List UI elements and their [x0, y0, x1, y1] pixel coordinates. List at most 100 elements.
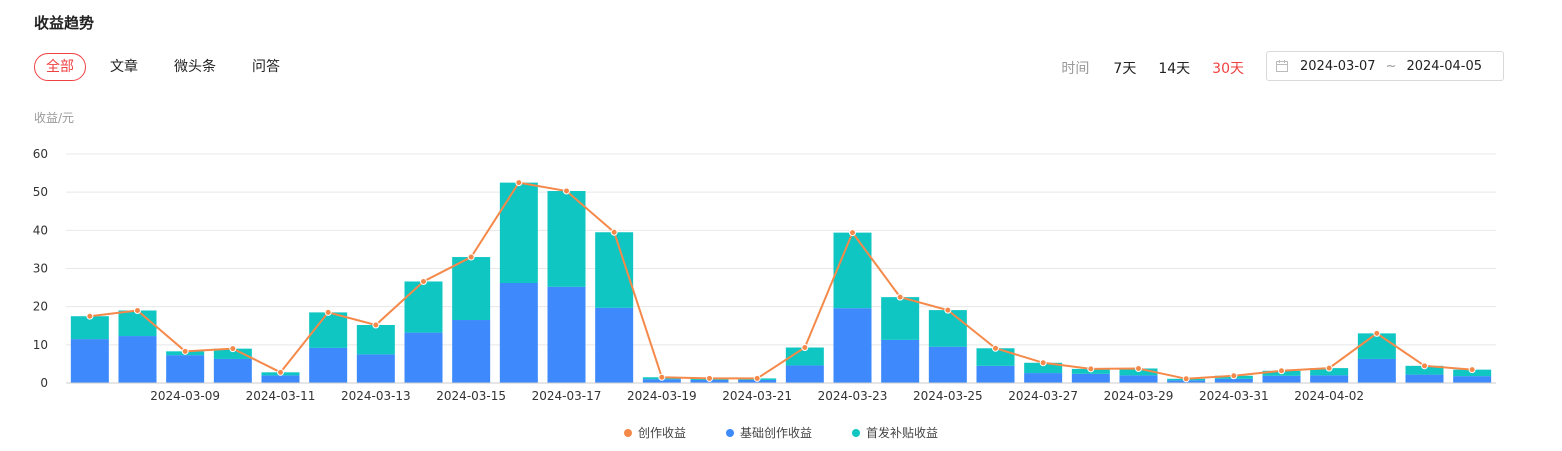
line-point-total-revenue	[515, 179, 523, 187]
date-start[interactable]: 2024-03-07	[1300, 58, 1376, 74]
bar-first-publish-bonus	[452, 257, 491, 321]
bar-first-publish-bonus	[1357, 333, 1396, 359]
revenue-trend-chart: 收益/元 0 10 20 30 40 50 60 2024-03-09 2024-03-11 202…	[33, 111, 1496, 403]
line-point-total-revenue	[992, 344, 999, 352]
line-point-total-revenue	[1468, 366, 1476, 374]
bar-first-publish-bonus	[547, 191, 586, 287]
bar-first-publish-bonus	[833, 232, 872, 309]
legend-dot-bonus	[852, 428, 860, 437]
bar-base-revenue	[499, 283, 538, 383]
content-type-tabs: 全部 文章 微头条 问答	[34, 53, 316, 81]
time-range-selector: 时间 7天 14天 30天	[1061, 58, 1244, 78]
x-tick-label: 2024-03-21	[722, 389, 792, 403]
x-tick-label: 2024-03-09	[150, 389, 220, 403]
bar-first-publish-bonus	[785, 347, 824, 366]
bar-first-publish-bonus	[356, 324, 395, 355]
line-point-total-revenue	[1135, 364, 1142, 372]
y-tick-label: 20	[33, 300, 48, 314]
range-30-days[interactable]: 30天	[1212, 61, 1244, 77]
date-separator: ~	[1385, 58, 1397, 74]
y-tick-label: 60	[33, 147, 48, 161]
line-point-total-revenue	[1421, 362, 1428, 370]
bar-base-revenue	[642, 379, 681, 383]
y-axis-label: 收益/元	[34, 111, 74, 125]
bar-base-revenue	[547, 286, 586, 383]
line-point-total-revenue	[1087, 365, 1095, 373]
y-tick-label: 10	[33, 338, 48, 352]
line-point-total-revenue	[229, 345, 237, 353]
bar-base-revenue	[1262, 375, 1301, 383]
y-tick-label: 50	[33, 185, 48, 199]
line-point-total-revenue	[801, 344, 809, 352]
bar-first-publish-bonus	[1310, 368, 1349, 376]
date-end[interactable]: 2024-04-05	[1406, 58, 1483, 74]
bar-base-revenue	[1214, 378, 1253, 383]
bar-base-revenue	[928, 346, 967, 383]
bar-base-revenue	[404, 332, 443, 383]
date-range-picker[interactable]: 2024-03-07 ~ 2024-04-05	[1266, 51, 1504, 81]
line-point-total-revenue	[753, 374, 761, 382]
line-point-total-revenue	[563, 187, 570, 195]
line-point-total-revenue	[134, 306, 141, 314]
bar-base-revenue	[976, 365, 1015, 383]
legend-label-total: 创作收益	[637, 426, 686, 440]
tab-articles[interactable]: 文章	[110, 59, 138, 75]
line-point-total-revenue	[181, 347, 189, 355]
line-point-total-revenue	[1230, 372, 1238, 380]
bar-first-publish-bonus	[928, 310, 967, 347]
line-point-total-revenue	[277, 368, 284, 376]
bar-first-publish-bonus	[976, 348, 1015, 366]
x-tick-label: 2024-03-19	[627, 389, 697, 403]
x-tick-label: 2024-03-23	[818, 389, 888, 403]
bar-first-publish-bonus	[881, 297, 920, 340]
legend-item-bonus[interactable]: 首发补贴收益	[852, 424, 938, 441]
legend-item-total[interactable]: 创作收益	[623, 424, 686, 441]
line-point-total-revenue	[706, 374, 713, 382]
line-point-total-revenue	[944, 306, 952, 314]
x-tick-label: 2024-03-15	[436, 389, 506, 403]
line-point-total-revenue	[372, 321, 380, 329]
bar-base-revenue	[785, 365, 824, 383]
legend-label-bonus: 首发补贴收益	[866, 426, 939, 440]
bar-first-publish-bonus	[1024, 362, 1063, 374]
bar-base-revenue	[213, 358, 252, 383]
bar-base-revenue	[1357, 358, 1396, 383]
x-tick-label: 2024-03-17	[532, 389, 602, 403]
time-label: 时间	[1061, 61, 1090, 77]
x-tick-label: 2024-03-11	[246, 389, 316, 403]
legend-item-base[interactable]: 基础创作收益	[725, 424, 812, 441]
bar-base-revenue	[1310, 375, 1349, 383]
x-tick-label: 2024-03-13	[341, 389, 411, 403]
line-point-total-revenue	[420, 277, 427, 285]
tab-micro-posts[interactable]: 微头条	[174, 59, 216, 75]
line-point-total-revenue	[610, 228, 618, 236]
x-tick-label: 2024-04-02	[1294, 389, 1364, 403]
page-title: 收益趋势	[34, 14, 95, 32]
bar-first-publish-bonus	[213, 348, 252, 359]
line-point-total-revenue	[1039, 359, 1047, 367]
bar-base-revenue	[1405, 374, 1444, 383]
bar-first-publish-bonus	[1405, 365, 1444, 375]
tab-qa[interactable]: 问答	[252, 59, 280, 75]
bar-first-publish-bonus	[499, 182, 538, 284]
legend-label-base: 基础创作收益	[739, 426, 812, 440]
range-14-days[interactable]: 14天	[1158, 61, 1191, 77]
line-point-total-revenue	[896, 293, 904, 301]
line-point-total-revenue	[1325, 364, 1333, 372]
legend-dot-base	[725, 428, 734, 437]
line-point-total-revenue	[1278, 367, 1285, 375]
calendar-icon	[1276, 60, 1288, 72]
tab-all[interactable]: 全部	[34, 53, 86, 81]
bar-base-revenue	[595, 307, 634, 383]
bar-base-revenue	[833, 308, 872, 383]
range-7-days[interactable]: 7天	[1113, 61, 1137, 77]
line-point-total-revenue	[86, 312, 94, 320]
line-point-total-revenue	[658, 373, 666, 381]
bar-base-revenue	[261, 375, 300, 383]
bar-base-revenue	[1119, 375, 1158, 383]
line-point-total-revenue	[324, 308, 332, 316]
x-tick-label: 2024-03-29	[1104, 389, 1174, 403]
x-tick-label: 2024-03-25	[913, 389, 983, 403]
bar-first-publish-bonus	[309, 312, 348, 348]
line-point-total-revenue	[1182, 375, 1190, 383]
